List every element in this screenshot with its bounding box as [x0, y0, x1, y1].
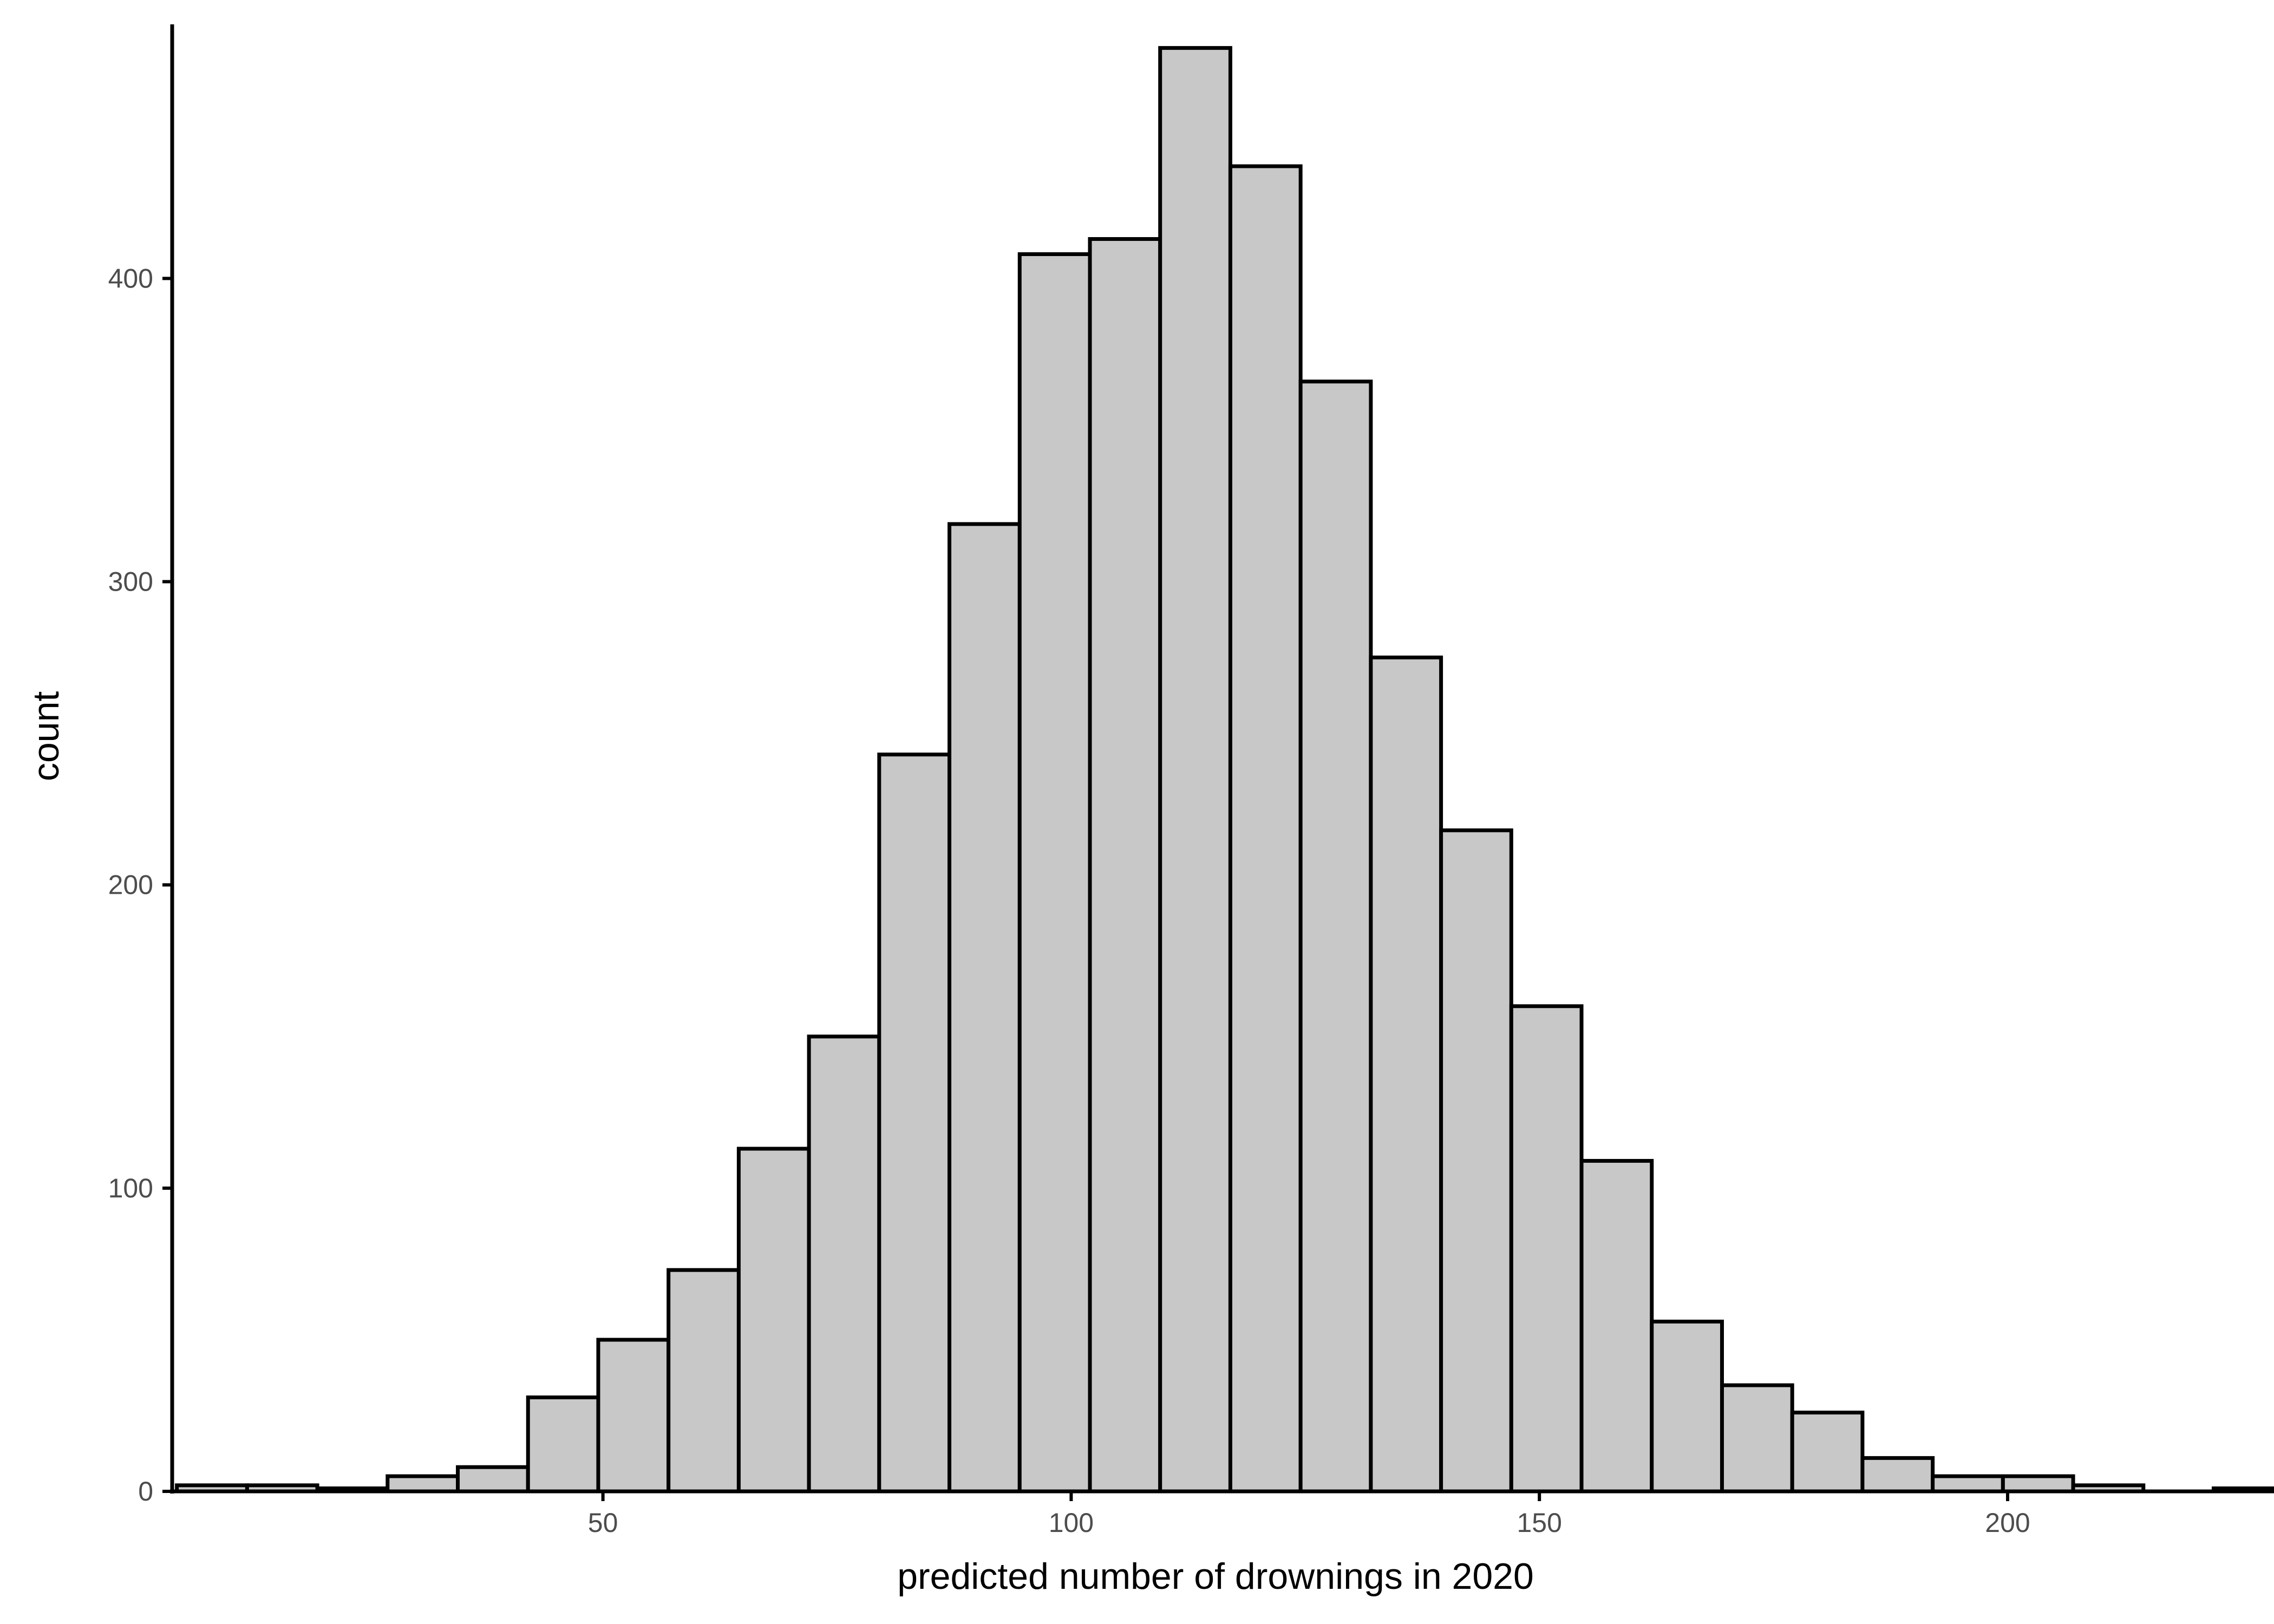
y-tick-label: 400	[108, 263, 153, 293]
histogram-bar	[666, 1268, 741, 1494]
axes-layer	[170, 24, 2260, 1494]
x-tick-label: 150	[1517, 1508, 1561, 1538]
histogram-bar	[877, 752, 952, 1494]
histogram-bar	[1860, 1456, 1935, 1494]
x-axis-ticks: 50 100 150 200	[588, 1491, 2030, 1538]
histogram-bar	[736, 1147, 811, 1494]
histogram-bar	[596, 1338, 671, 1494]
x-axis-title: predicted number of drownings in 2020	[897, 1556, 1534, 1597]
y-tick-label: 300	[108, 567, 153, 597]
histogram-bar	[385, 1474, 460, 1494]
histogram-bar	[456, 1465, 530, 1494]
histogram-bar	[1017, 252, 1092, 1494]
histogram-bar	[1298, 379, 1373, 1494]
histogram-bar	[1790, 1410, 1865, 1494]
histogram-bar	[1931, 1474, 2005, 1494]
histogram-bar	[1439, 828, 1513, 1494]
y-tick-label: 0	[138, 1476, 153, 1507]
histogram-bar	[1579, 1158, 1654, 1494]
bars-layer	[175, 46, 2274, 1494]
histogram-bar	[2001, 1474, 2075, 1494]
histogram-bar	[1158, 46, 1232, 1494]
histogram-bar	[526, 1395, 600, 1494]
histogram-bar	[1720, 1383, 1794, 1494]
x-tick-label: 100	[1049, 1508, 1094, 1538]
y-axis-title: count	[25, 691, 67, 781]
histogram-bar	[1228, 164, 1303, 1494]
histogram-bar	[1650, 1319, 1724, 1494]
x-tick-label: 50	[588, 1508, 618, 1538]
histogram-bar	[1088, 237, 1162, 1494]
x-tick-label: 200	[1985, 1508, 2030, 1538]
histogram-bar	[1369, 656, 1443, 1494]
histogram-bar	[807, 1034, 881, 1494]
y-axis-ticks: 0 100 200 300 400	[108, 263, 172, 1507]
y-tick-label: 100	[108, 1173, 153, 1203]
y-tick-label: 200	[108, 870, 153, 900]
histogram-bar	[948, 522, 1022, 1494]
histogram-bar	[1509, 1004, 1584, 1494]
